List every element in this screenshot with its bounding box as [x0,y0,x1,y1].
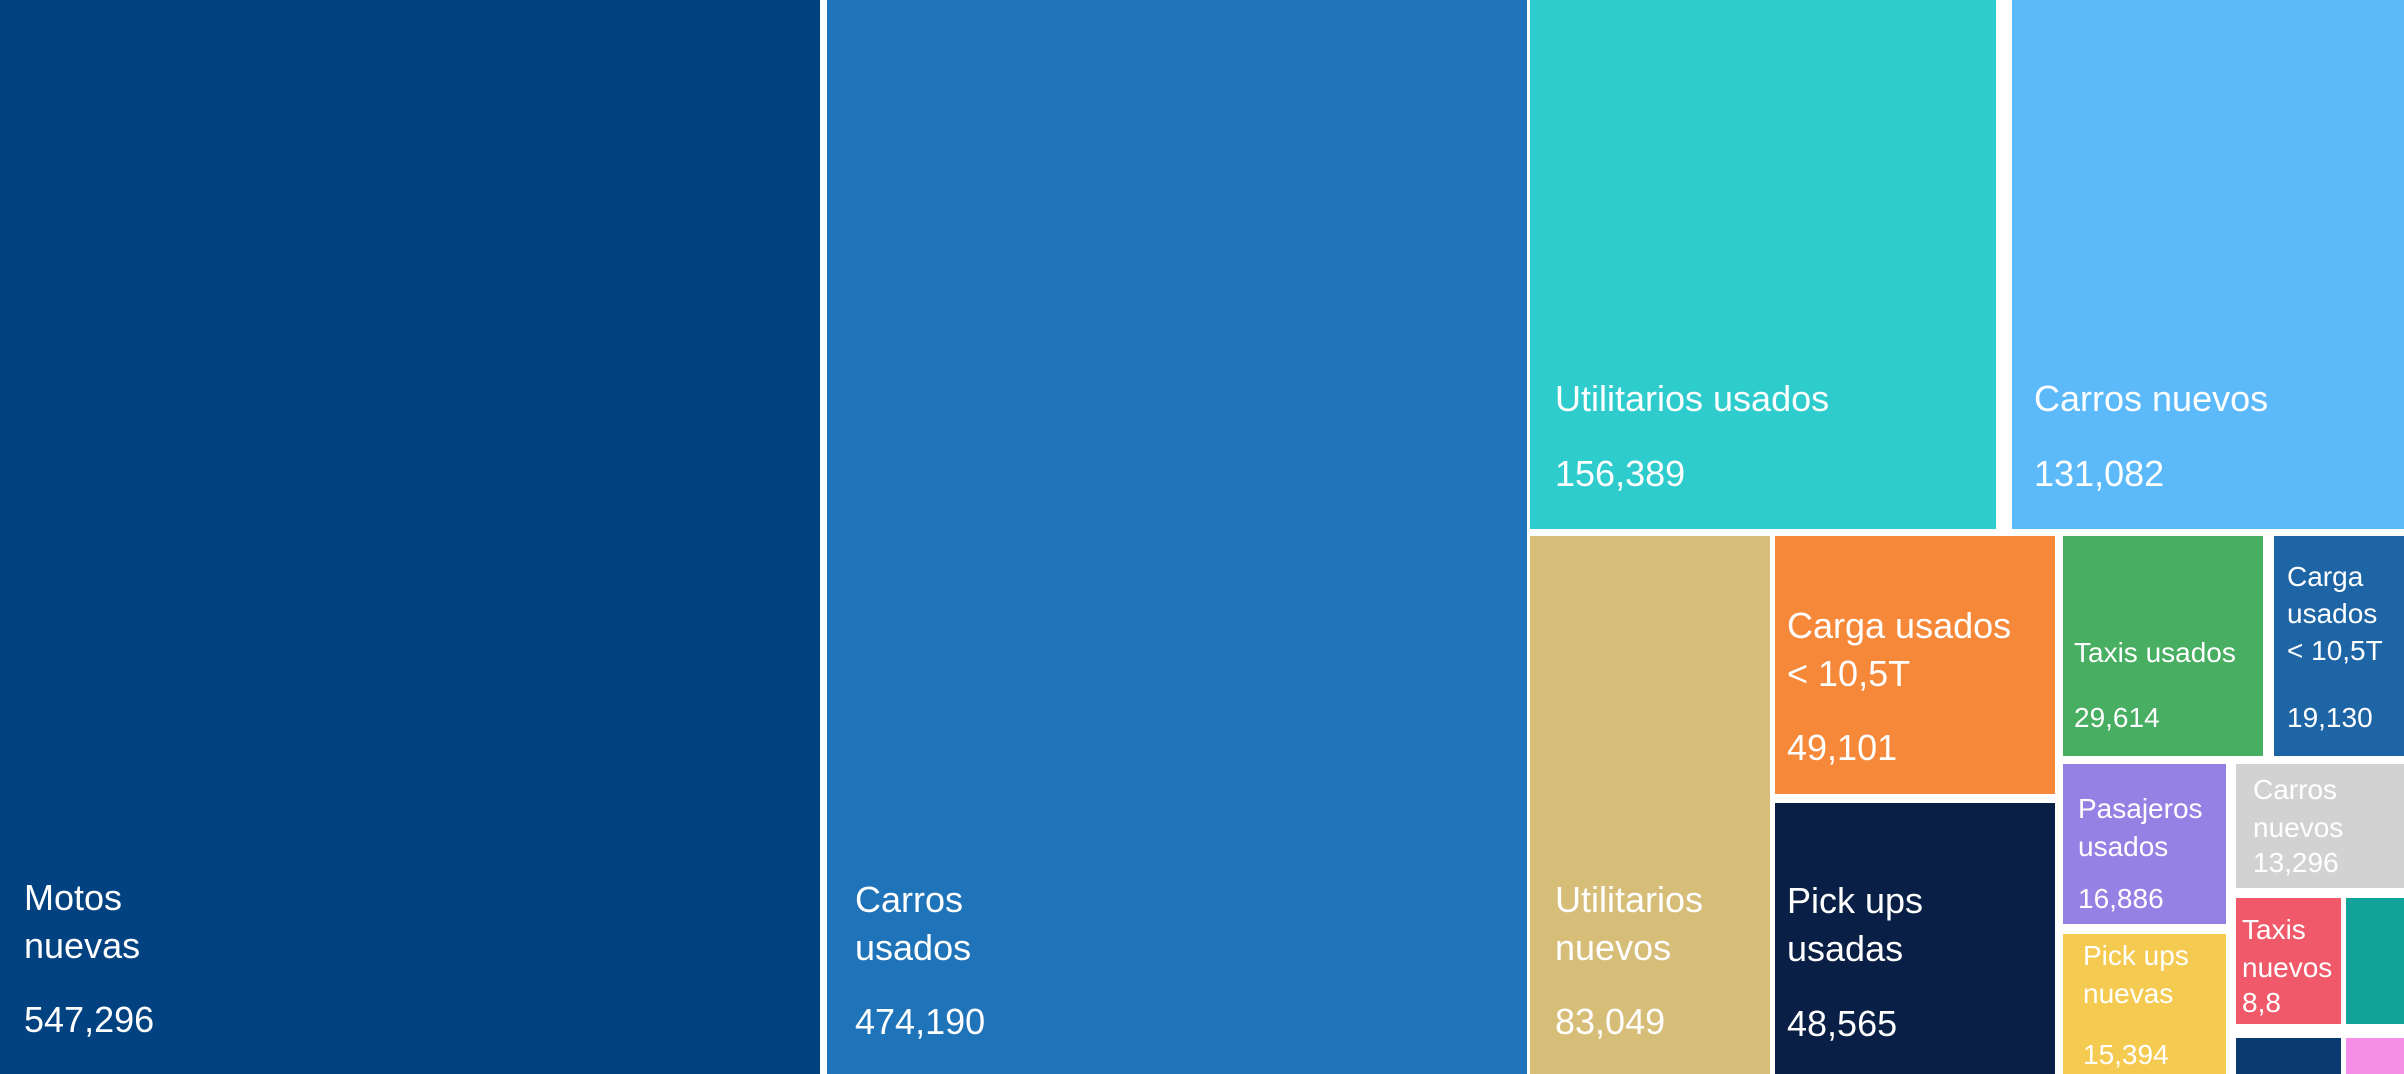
treemap-tile-carga-usados-10-5t-5[interactable]: Carga usados < 10,5T 49,101 [1775,536,2055,794]
treemap-tile-pasajeros-usados-9[interactable]: Pasajeros usados 16,886 [2063,764,2226,924]
treemap-label-motos-nuevas-0: Motos nuevas [24,877,140,966]
treemap-rect-pick-ups-usadas-6 [1775,803,2055,1074]
treemap-rect-utilitarios-nuevos-4 [1530,536,1770,1074]
treemap-label-utilitarios-nuevos-4: Utilitarios nuevos [1555,879,1703,968]
treemap-tile-carros-usados-1[interactable]: Carros usados 474,190 [827,0,1527,1074]
treemap-value-taxis-nuevos-12: 8,8 [2242,987,2281,1018]
treemap-label-utilitarios-usados-2: Utilitarios usados [1555,378,1829,419]
treemap-value-utilitarios-usados-2: 156,389 [1555,453,1685,494]
treemap-value-carros-usados-1: 474,190 [855,1001,985,1042]
treemap-label-line: nuevas [24,925,140,966]
treemap-rect-tile-15 [2346,1038,2404,1074]
treemap-label-line: Carga [2287,561,2364,592]
treemap-rect-pick-ups-nuevas-10 [2063,934,2226,1074]
treemap-tile-tile-13[interactable] [2346,898,2404,1024]
treemap-label-pick-ups-usadas-6: Pick ups usadas [1787,880,1923,969]
treemap-label-line: nuevos [2242,952,2332,983]
treemap-label-taxis-usados-7: Taxis usados [2074,637,2236,668]
treemap-tile-pick-ups-usadas-6[interactable]: Pick ups usadas 48,565 [1775,803,2055,1074]
treemap-label-carga-usados-10-5t-5: Carga usados < 10,5T [1787,605,2011,694]
treemap-value-pick-ups-usadas-6: 48,565 [1787,1003,1897,1044]
treemap-tile-utilitarios-nuevos-4[interactable]: Utilitarios nuevos 83,049 [1530,536,1770,1074]
treemap-tile-carga-usados-10-5t-8[interactable]: Carga usados < 10,5T 19,130 [2274,536,2404,756]
treemap-rect-taxis-usados-7 [2063,536,2263,756]
treemap-value-pasajeros-usados-9: 16,886 [2078,883,2164,914]
treemap-rect-taxis-nuevos-12 [2236,898,2341,1024]
treemap-rect-motos-nuevas-0 [0,0,820,1074]
treemap-value-carros-nuevos-3: 131,082 [2034,453,2164,494]
treemap-value-pick-ups-nuevas-10: 15,394 [2083,1039,2169,1070]
treemap-rect-carros-usados-1 [827,0,1527,1074]
treemap-rect-carros-nuevos-11 [2236,764,2404,888]
treemap-tile-tile-14[interactable] [2236,1038,2341,1074]
treemap-label-carros-nuevos-11: Carros nuevos [2253,774,2343,843]
treemap-tile-carros-nuevos-11[interactable]: Carros nuevos 13,296 [2236,764,2404,888]
treemap-label-line: Utilitarios usados [1555,378,1829,419]
treemap-label-carros-nuevos-3: Carros nuevos [2034,378,2268,419]
treemap-rect-pasajeros-usados-9 [2063,764,2226,924]
treemap-label-line: Taxis [2242,914,2306,945]
treemap-label-line: Carros [2253,774,2337,805]
treemap-label-line: Pick ups [1787,880,1923,921]
treemap-value-motos-nuevas-0: 547,296 [24,999,154,1040]
treemap-label-line: Carros nuevos [2034,378,2268,419]
treemap-label-line: usados [855,927,971,968]
treemap-label-line: Carros [855,879,963,920]
treemap-label-pick-ups-nuevas-10: Pick ups nuevas [2083,940,2189,1009]
treemap-label-line: Carga usados [1787,605,2011,646]
treemap-tile-carros-nuevos-3[interactable]: Carros nuevos 131,082 [2012,0,2404,529]
treemap-value-taxis-usados-7: 29,614 [2074,702,2160,733]
treemap-rect-utilitarios-usados-2 [1530,0,1996,529]
treemap-value-carros-nuevos-11: 13,296 [2253,847,2339,878]
treemap-label-line: Utilitarios [1555,879,1703,920]
treemap-tile-utilitarios-usados-2[interactable]: Utilitarios usados 156,389 [1530,0,1996,529]
treemap-label-line: usados [2078,831,2168,862]
treemap-label-line: nuevos [1555,927,1671,968]
treemap-tile-taxis-nuevos-12[interactable]: Taxis nuevos 8,8 [2236,898,2341,1024]
treemap-rect-tile-14 [2236,1038,2341,1074]
treemap-rect-carros-nuevos-3 [2012,0,2404,529]
treemap-tile-tile-15[interactable] [2346,1038,2404,1074]
treemap-label-line: Pick ups [2083,940,2189,971]
treemap-label-line: nuevas [2083,978,2173,1009]
treemap-label-line: Pasajeros [2078,793,2203,824]
treemap-label-line: usadas [1787,928,1903,969]
treemap-rect-carga-usados-10-5t-5 [1775,536,2055,794]
treemap-tile-taxis-usados-7[interactable]: Taxis usados 29,614 [2063,536,2263,756]
treemap-value-carga-usados-10-5t-5: 49,101 [1787,727,1897,768]
treemap-label-pasajeros-usados-9: Pasajeros usados [2078,793,2203,862]
treemap-rect-carga-usados-10-5t-8 [2274,536,2404,756]
treemap-tile-pick-ups-nuevas-10[interactable]: Pick ups nuevas 15,394 [2063,934,2226,1074]
treemap-label-carros-usados-1: Carros usados [855,879,971,968]
treemap-label-line: usados [2287,598,2377,629]
treemap-label-line: < 10,5T [1787,653,1910,694]
treemap-value-carga-usados-10-5t-8: 19,130 [2287,702,2373,733]
treemap-label-carga-usados-10-5t-8: Carga usados < 10,5T [2287,561,2383,666]
treemap-value-utilitarios-nuevos-4: 83,049 [1555,1001,1665,1042]
treemap-label-line: Taxis usados [2074,637,2236,668]
treemap-rect-tile-13 [2346,898,2404,1024]
treemap-label-line: nuevos [2253,812,2343,843]
treemap-label-line: Motos [24,877,122,918]
treemap-label-line: < 10,5T [2287,635,2383,666]
treemap-tile-motos-nuevas-0[interactable]: Motos nuevas 547,296 [0,0,820,1074]
treemap-label-taxis-nuevos-12: Taxis nuevos [2242,914,2332,983]
